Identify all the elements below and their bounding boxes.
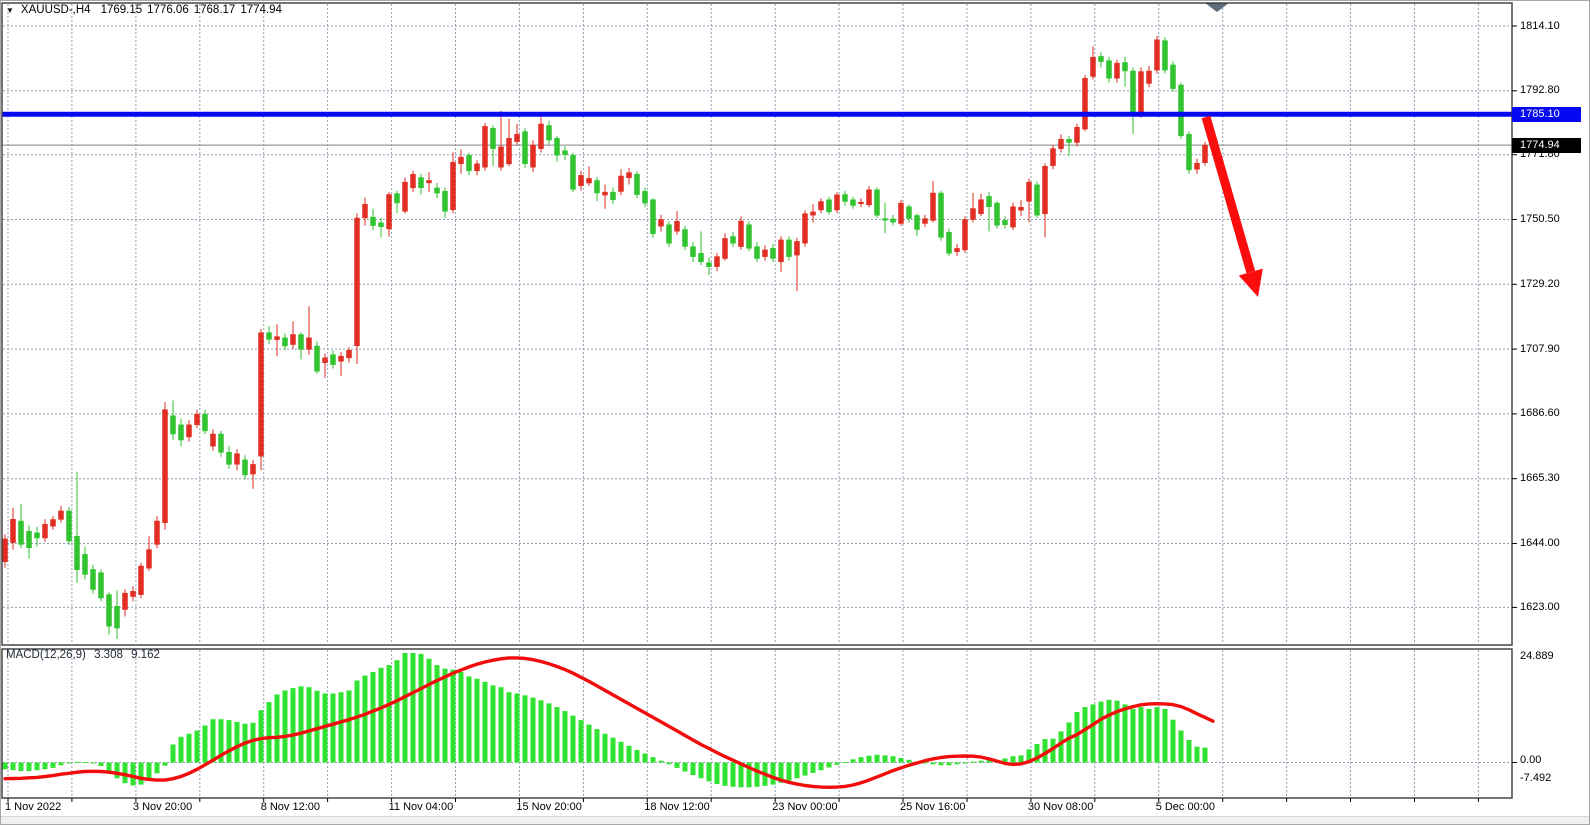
close-value: 1774.94 (240, 4, 282, 16)
sell-direction-arrowhead (1238, 268, 1263, 297)
time-tick-label: 8 Nov 12:00 (260, 801, 321, 813)
price-tick-label: 1707.90 (1520, 342, 1560, 355)
price-tick-label: 1792.80 (1520, 84, 1560, 97)
time-tick-label: 1 Nov 2022 (5, 801, 62, 813)
time-tick-label: 30 Nov 08:00 (1027, 801, 1094, 813)
window-bottom-strip (1, 816, 1589, 824)
current-bar-marker-icon (1205, 3, 1229, 12)
hline-price-badge: 1785.10 (1512, 106, 1581, 122)
sell-direction-arrow[interactable] (1201, 115, 1256, 274)
last-price-badge: 1774.94 (1512, 137, 1581, 153)
price-tick-label: 1665.30 (1520, 472, 1560, 485)
symbol-period-label: XAUUSD-,H4 (20, 4, 91, 16)
time-tick-label: 11 Nov 04:00 (388, 801, 454, 813)
macd-main-value: 3.308 (94, 649, 123, 661)
price-tick-label: 1686.60 (1520, 407, 1560, 420)
price-tick-label: 1729.20 (1520, 277, 1560, 290)
macd-tick-label: 24.889 (1520, 649, 1554, 662)
macd-tick-label: 0.00 (1520, 754, 1542, 766)
low-value: 1768.17 (193, 4, 236, 16)
time-tick-label: 23 Nov 00:00 (772, 801, 838, 813)
price-tick-label: 1814.10 (1520, 19, 1560, 32)
chart-title: ▼ XAUUSD-,H4 1769.15 1776.06 1768.17 177… (6, 4, 287, 16)
open-value: 1769.15 (100, 4, 143, 16)
macd-tick-label: -7.492 (1520, 771, 1552, 784)
price-tick-label: 1750.50 (1520, 213, 1560, 225)
time-tick-label: 3 Nov 20:00 (132, 801, 193, 813)
time-tick-label: 5 Dec 00:00 (1155, 801, 1216, 813)
time-tick-label: 15 Nov 20:00 (516, 801, 582, 813)
symbol-dropdown-icon[interactable]: ▼ (6, 5, 14, 15)
price-tick-label: 1623.00 (1520, 600, 1560, 613)
macd-indicator-label: MACD(12,26,9) 3.308 9.162 (6, 649, 165, 661)
price-tick-label: 1644.00 (1520, 537, 1560, 549)
time-tick-label: 25 Nov 16:00 (900, 801, 966, 813)
time-tick-label: 18 Nov 12:00 (644, 801, 710, 813)
macd-signal-value: 9.162 (131, 649, 160, 661)
macd-name: MACD(12,26,9) (6, 649, 86, 661)
high-value: 1776.06 (147, 4, 189, 16)
